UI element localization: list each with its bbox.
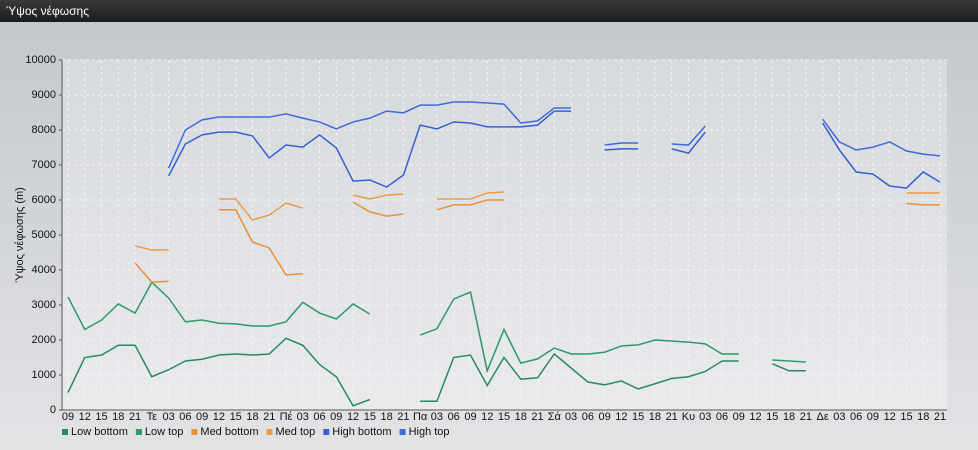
- x-tick-label: 18: [917, 411, 929, 423]
- x-tick-label: 12: [481, 411, 493, 423]
- x-tick-label: 15: [766, 411, 778, 423]
- x-tick-label: 18: [783, 411, 795, 423]
- legend-label: Low bottom: [71, 426, 128, 438]
- series-line: [134, 199, 940, 284]
- series-line: [67, 337, 806, 407]
- lines: [67, 101, 941, 407]
- x-tick-label: 21: [934, 411, 946, 423]
- legend-swatch: [399, 429, 406, 435]
- legend-label: Med bottom: [200, 426, 258, 438]
- x-tick-label: 09: [330, 411, 342, 423]
- x-tick-label: Τε: [147, 411, 158, 423]
- y-tick-label: 0: [50, 404, 56, 416]
- x-tick-label: 15: [230, 411, 242, 423]
- x-tick-label: 06: [582, 411, 594, 423]
- x-tick-label: 06: [179, 411, 191, 423]
- series-line: [134, 191, 940, 251]
- legend-label: High bottom: [332, 426, 391, 438]
- x-tick-label: 09: [196, 411, 208, 423]
- x-tick-label: 15: [632, 411, 644, 423]
- x-tick-label: 12: [615, 411, 627, 423]
- x-tick-label: 09: [62, 411, 74, 423]
- legend-swatch: [191, 429, 198, 435]
- legend-swatch: [323, 429, 330, 435]
- x-tick-label: 12: [749, 411, 761, 423]
- x-tick-label: Πα: [413, 411, 428, 423]
- y-tick-label: 2000: [32, 334, 56, 346]
- series-line: [167, 101, 941, 169]
- x-tick-label: 18: [515, 411, 527, 423]
- legend: Low bottom Low top Med bottom Med top High b…: [62, 426, 450, 438]
- x-tick-label: Σά: [548, 411, 562, 423]
- y-tick-label: 8000: [32, 124, 56, 136]
- legend-label: Med top: [276, 426, 316, 438]
- x-tick-label: 21: [666, 411, 678, 423]
- y-tick-label: 1000: [32, 369, 56, 381]
- x-tick-label: 06: [313, 411, 325, 423]
- window-title: Ύψος νέφωσης: [6, 4, 89, 18]
- x-tick-label: 03: [565, 411, 577, 423]
- legend-swatch: [266, 429, 273, 435]
- x-tick-label: 03: [297, 411, 309, 423]
- x-tick-label: 12: [884, 411, 896, 423]
- x-tick-label: 21: [397, 411, 409, 423]
- x-tick-label: 21: [531, 411, 543, 423]
- x-tick-label: 18: [649, 411, 661, 423]
- x-tick-label: 03: [699, 411, 711, 423]
- y-tick-label: 10000: [25, 54, 56, 66]
- legend-swatch: [62, 429, 68, 435]
- legend-swatch: [135, 429, 142, 435]
- x-tick-label: 06: [850, 411, 862, 423]
- x-tick-label: 15: [900, 411, 912, 423]
- x-tick-label: 03: [431, 411, 443, 423]
- y-tick-label: 3000: [32, 299, 56, 311]
- x-tick-label: 09: [867, 411, 879, 423]
- x-tick-label: 12: [213, 411, 225, 423]
- x-tick-label: Κυ: [682, 411, 695, 423]
- x-tick-label: 12: [79, 411, 91, 423]
- x-tick-label: 21: [800, 411, 812, 423]
- x-tick-label: 15: [498, 411, 510, 423]
- legend-label: High top: [409, 426, 450, 438]
- y-tick-label: 4000: [32, 264, 56, 276]
- x-tick-label: Δε: [816, 411, 828, 423]
- x-tick-label: 18: [246, 411, 258, 423]
- x-tick-label: 18: [112, 411, 124, 423]
- x-tick-label: 21: [263, 411, 275, 423]
- x-tick-label: 09: [464, 411, 476, 423]
- title-bar: [0, 0, 978, 22]
- legend-label: Low top: [145, 426, 184, 438]
- x-tick-label: 21: [129, 411, 141, 423]
- x-tick-label: 03: [162, 411, 174, 423]
- y-tick-label: 9000: [32, 89, 56, 101]
- x-tick-label: 03: [833, 411, 845, 423]
- x-tick-label: 12: [347, 411, 359, 423]
- series-line: [67, 281, 806, 374]
- y-tick-label: 7000: [32, 159, 56, 171]
- x-tick-label: 06: [716, 411, 728, 423]
- grid: 0 1000 2000 3000 4000 5000 6000 7000 8000 9000 100…: [25, 54, 947, 423]
- x-tick-label: 09: [733, 411, 745, 423]
- x-tick-label: 15: [95, 411, 107, 423]
- y-tick-label: 5000: [32, 229, 56, 241]
- series-line: [167, 110, 941, 189]
- y-tick-label: 6000: [32, 194, 56, 206]
- x-tick-label: 06: [448, 411, 460, 423]
- x-tick-label: 09: [598, 411, 610, 423]
- x-tick-label: 15: [364, 411, 376, 423]
- x-tick-label: Πέ: [280, 411, 293, 423]
- x-tick-label: 18: [380, 411, 392, 423]
- y-axis-label: Ύψος νέφωσης (m): [14, 187, 26, 283]
